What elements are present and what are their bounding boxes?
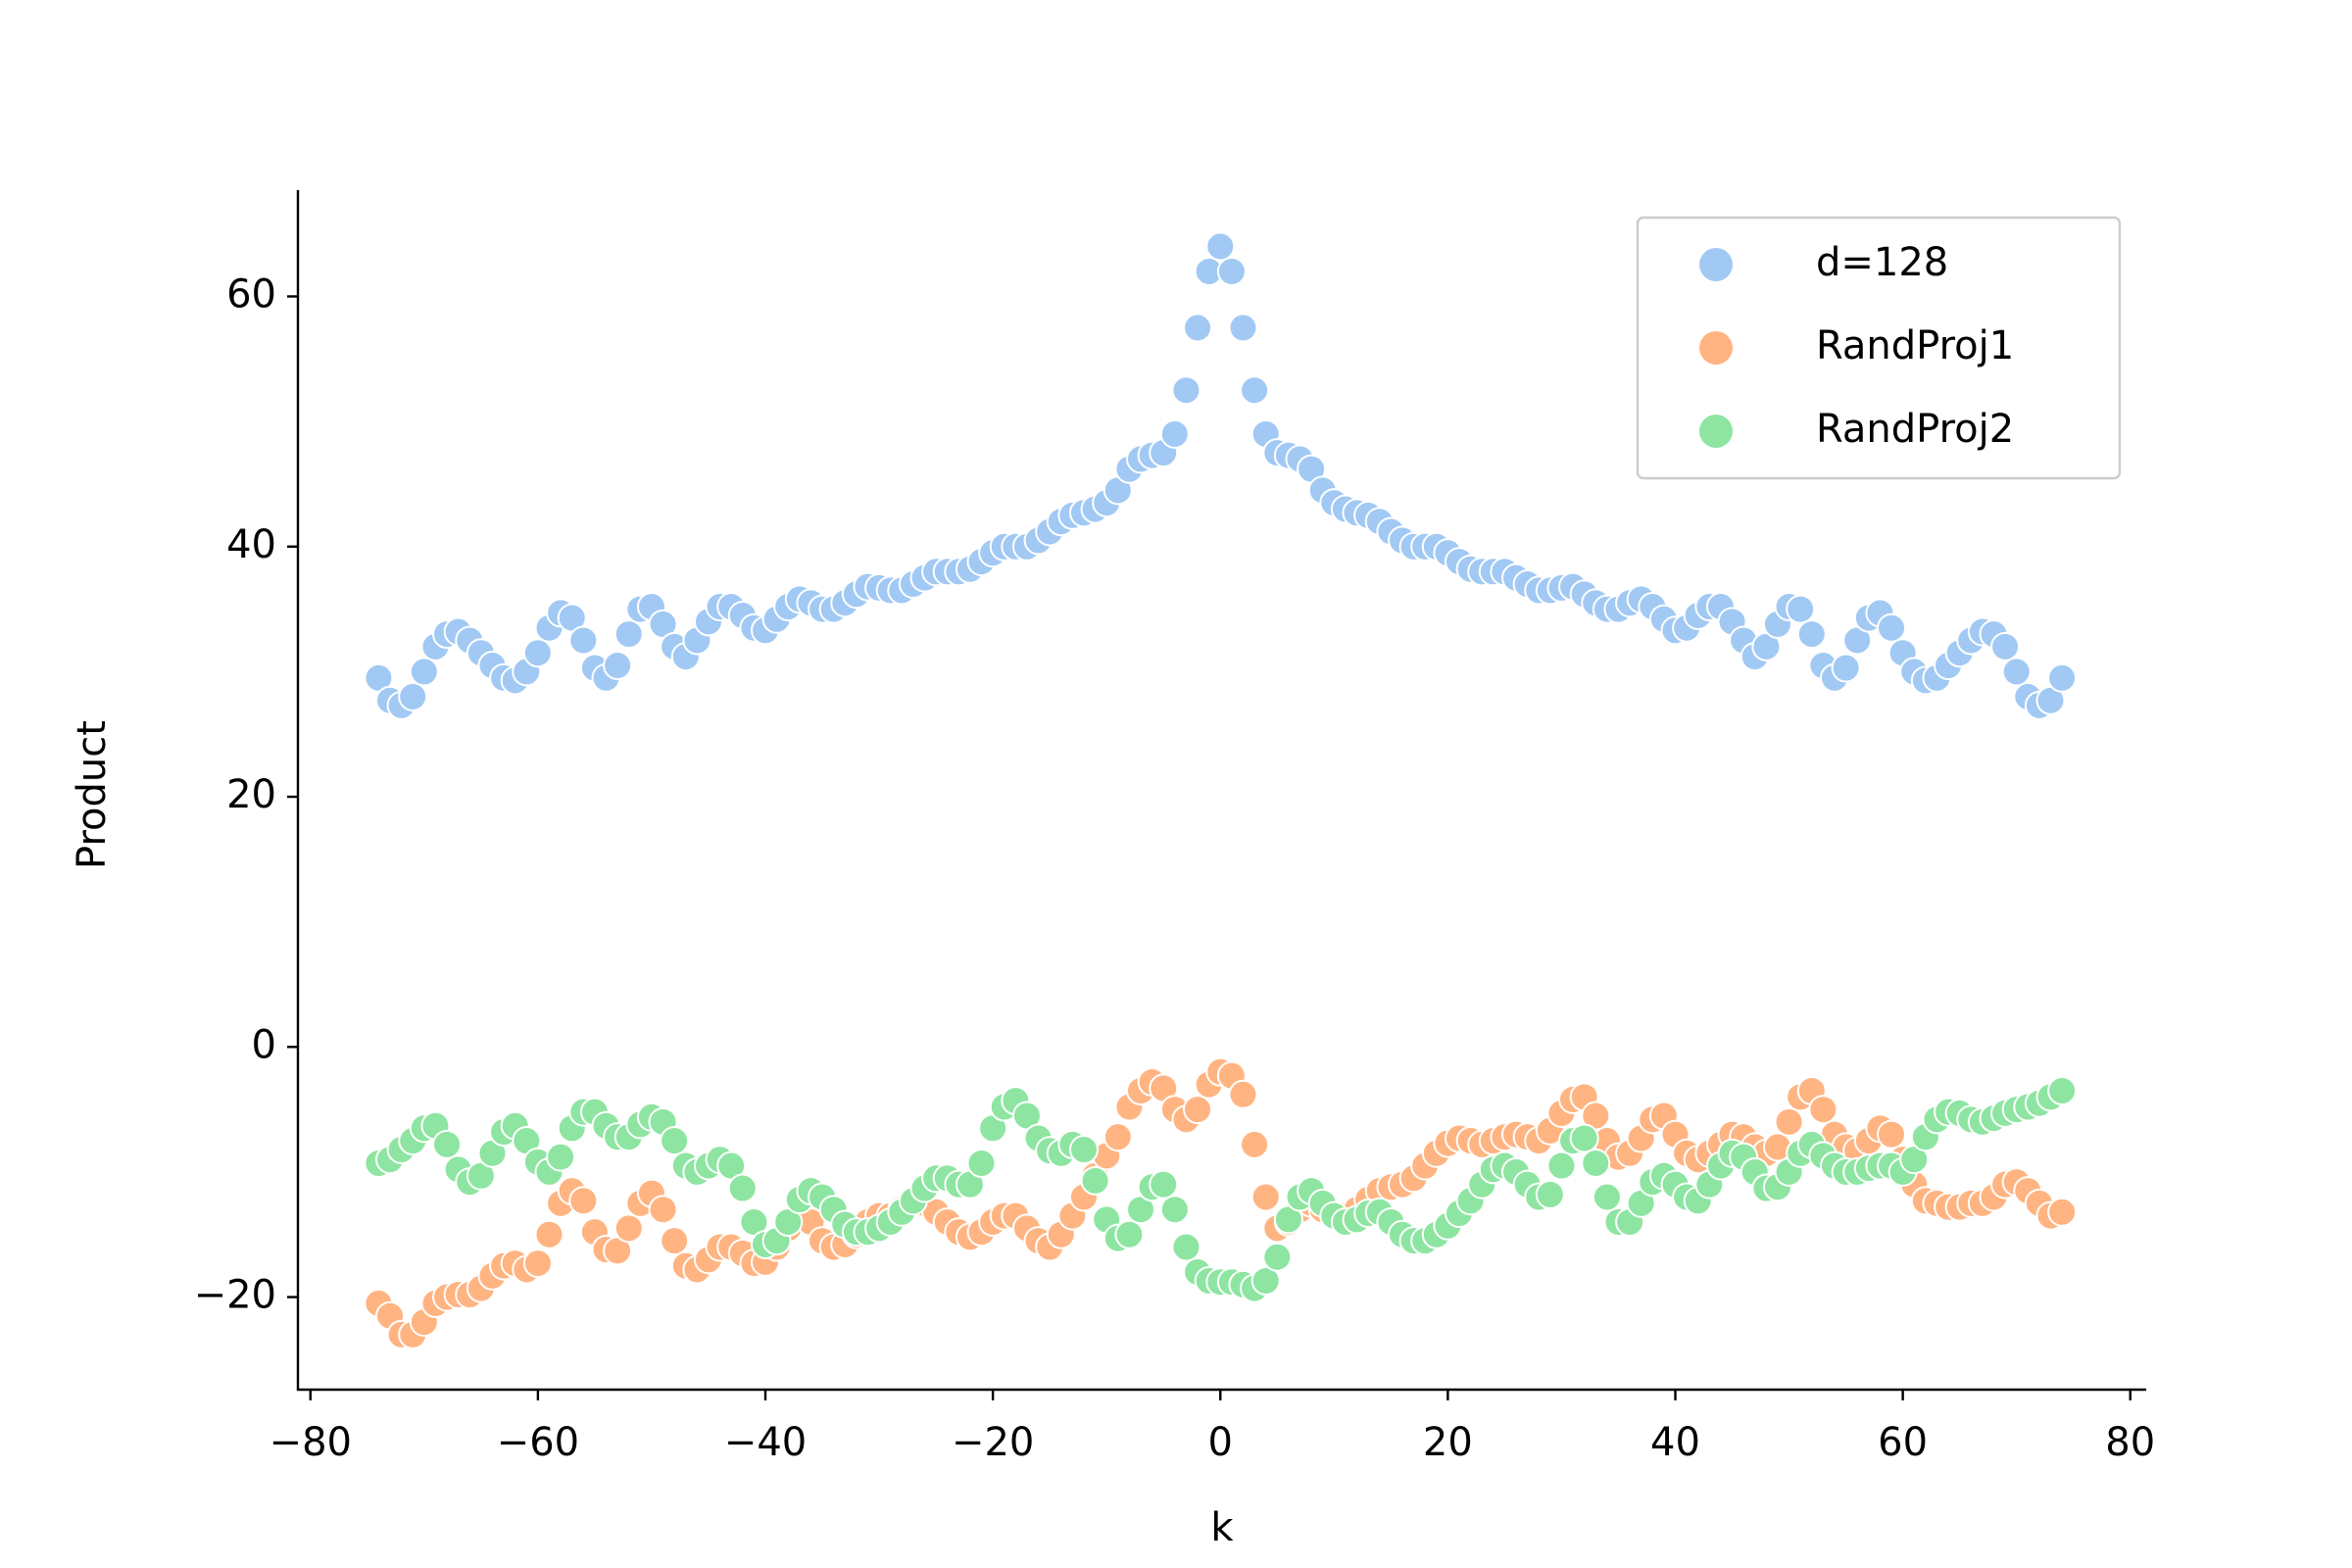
x-tick-label: −80 (270, 1420, 352, 1465)
scatter-point (1990, 631, 2021, 662)
legend-box (1636, 216, 2122, 480)
scatter-point (1581, 1148, 1611, 1178)
scatter-point (727, 1173, 758, 1203)
scatter-point (1102, 1122, 1133, 1152)
scatter-point (648, 1195, 678, 1225)
scatter-point (398, 681, 428, 711)
scatter-point (546, 1142, 576, 1172)
scatter-point (603, 651, 633, 681)
y-axis-label: Product (70, 720, 115, 869)
scatter-point (1569, 1123, 1599, 1153)
legend-label: d=128 (1816, 240, 1948, 285)
x-tick-label: −20 (952, 1420, 1034, 1465)
legend-marker (1699, 331, 1733, 365)
scatter-point (409, 657, 439, 687)
scatter-point (1774, 1106, 1804, 1137)
scatter-point (1240, 375, 1270, 406)
scatter-point (1183, 1095, 1213, 1125)
x-tick-label: 60 (1878, 1420, 1928, 1465)
scatter-point (1831, 653, 1861, 683)
legend-marker (1699, 248, 1733, 281)
x-axis-label: k (1210, 1505, 1234, 1550)
scatter-point (1159, 418, 1190, 449)
scatter-point (1250, 1182, 1281, 1212)
x-tick-label: 20 (1423, 1420, 1473, 1465)
scatter-point (1080, 1165, 1110, 1196)
scatter-point (534, 1219, 564, 1250)
x-tick-label: 0 (1208, 1420, 1233, 1465)
scatter-point (1877, 1119, 1907, 1150)
scatter-point (1546, 1151, 1577, 1181)
scatter-point (1149, 1169, 1179, 1200)
scatter-point (1535, 1179, 1565, 1209)
y-tick-label: 60 (226, 271, 276, 317)
x-tick-label: −60 (497, 1420, 579, 1465)
scatter-point (1205, 231, 1236, 262)
legend-label: RandProj2 (1816, 407, 2014, 452)
scatter-point (1068, 1134, 1099, 1164)
scatter-point (2047, 662, 2078, 693)
scatter-point (522, 1249, 553, 1279)
scatter-point (568, 625, 599, 656)
scatter-point (1250, 1265, 1281, 1296)
scatter-point (1877, 612, 1907, 643)
legend-marker (1699, 415, 1733, 448)
scatter-point (660, 1126, 690, 1156)
scatter-point (1228, 1079, 1258, 1109)
scatter-point (1592, 1182, 1622, 1212)
y-tick-label: 0 (252, 1022, 276, 1067)
y-tick-label: 40 (226, 522, 276, 567)
scatter-point (1808, 1095, 1838, 1125)
y-tick-label: −20 (194, 1273, 276, 1318)
scatter-point (1171, 375, 1201, 406)
scatter-point (2047, 1075, 2078, 1105)
scatter-point (1171, 1232, 1201, 1262)
scatter-point (1216, 256, 1247, 286)
x-tick-label: 40 (1650, 1420, 1700, 1465)
scatter-point (1159, 1195, 1190, 1225)
scatter-point (1262, 1242, 1293, 1272)
scatter-point (522, 638, 553, 668)
scatter-point (1228, 313, 1258, 343)
scatter-point (660, 1226, 690, 1256)
scatter-point (2047, 1197, 2078, 1227)
scatter-point (613, 619, 644, 650)
scatter-point (966, 1148, 997, 1178)
scatter-point (432, 1129, 463, 1159)
scatter-point (1796, 619, 1827, 650)
legend-label: RandProj1 (1816, 323, 2014, 368)
y-tick-label: 20 (226, 772, 276, 817)
scatter-point (1240, 1129, 1270, 1159)
scatter-point (568, 1186, 599, 1216)
scatter-point (1183, 313, 1213, 343)
scatter-point (1786, 594, 1816, 624)
x-tick-label: −40 (724, 1420, 807, 1465)
scatter-point (613, 1213, 644, 1244)
scatter-point (1114, 1219, 1145, 1250)
x-tick-label: 80 (2105, 1420, 2155, 1465)
scatter-point (2001, 657, 2032, 687)
